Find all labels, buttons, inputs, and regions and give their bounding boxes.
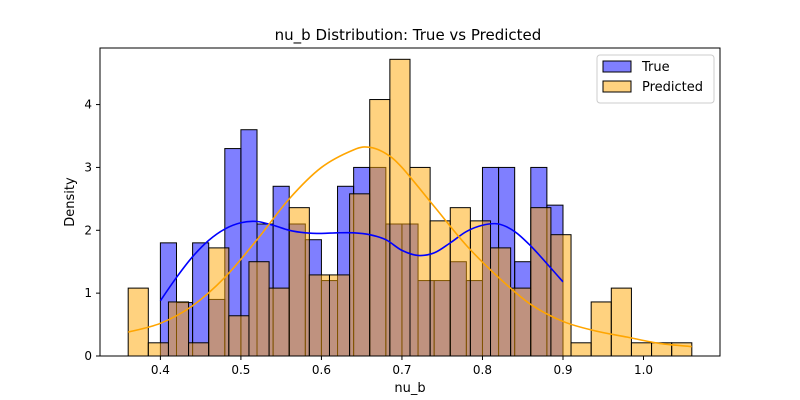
y-axis-ticks: 0 1 2 3 4 [84,98,100,363]
x-axis-ticks: 0.4 0.5 0.6 0.7 0.8 0.9 1.0 [151,356,653,377]
bar-predicted-7 [268,287,290,357]
bar-predicted-4 [208,247,230,357]
bar-predicted-1 [147,342,169,357]
histogram-bars [127,58,693,357]
legend-label-predicted: Predicted [642,80,703,95]
x-axis-label: nu_b [394,381,425,396]
bar-predicted-21 [550,234,572,357]
legend-swatch-predicted [602,80,632,93]
bar-predicted-18 [490,247,512,357]
bar-predicted-3 [188,342,210,357]
bar-predicted-14 [409,166,431,357]
bar-predicted-12 [369,99,391,357]
bar-predicted-25 [630,342,653,357]
kde-curves [127,146,692,348]
y-tick-label-4: 4 [84,98,92,112]
x-tick-label-1: 0.5 [231,363,250,377]
bar-predicted-11 [349,193,371,357]
bar-predicted-15 [429,220,451,357]
x-tick-label-5: 0.9 [553,363,572,377]
x-tick-label-0: 0.4 [151,363,170,377]
plot-frame [99,47,721,357]
bar-predicted-5 [228,315,250,357]
x-tick-label-6: 1.0 [634,363,653,377]
kde-line-true [159,220,564,302]
y-tick-label-3: 3 [84,160,92,174]
y-tick-label-2: 2 [84,223,92,237]
bar-predicted-24 [610,287,632,357]
bar-predicted-17 [469,220,492,357]
bar-predicted-23 [590,301,612,357]
kde-line-predicted [127,146,692,348]
bar-predicted-9 [308,274,330,357]
bar-predicted-0 [127,287,149,357]
x-tick-label-2: 0.6 [312,363,331,377]
legend-label-true: True [641,60,670,75]
bar-predicted-13 [389,58,411,357]
y-tick-label-0: 0 [84,349,92,363]
legend: True Predicted [596,54,715,104]
bar-predicted-19 [510,287,532,357]
legend-swatch-true [602,60,632,73]
bar-predicted-20 [530,207,552,357]
bar-predicted-6 [248,261,270,357]
chart-title: nu_b Distribution: True vs Predicted [275,26,542,45]
y-axis-label: Density [63,177,78,227]
y-tick-label-1: 1 [84,286,92,300]
bar-predicted-10 [328,274,351,357]
bar-predicted-22 [570,342,592,357]
x-tick-label-3: 0.7 [392,363,411,377]
bar-predicted-8 [288,207,310,357]
x-tick-label-4: 0.8 [473,363,492,377]
